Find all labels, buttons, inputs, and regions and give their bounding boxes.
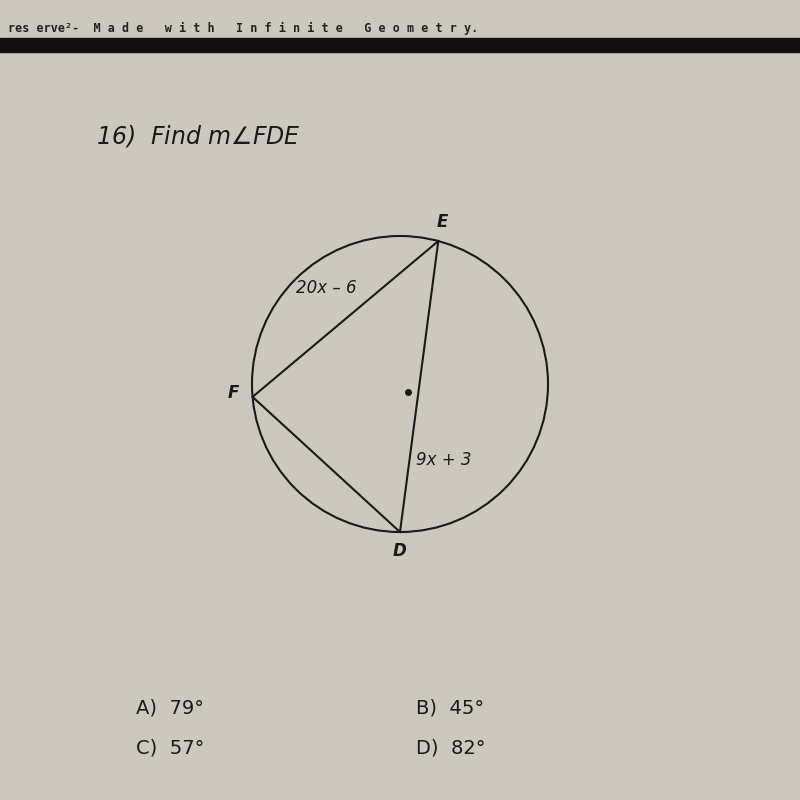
Text: A)  79°: A) 79° (136, 698, 204, 718)
Text: F: F (227, 384, 239, 402)
Text: D)  82°: D) 82° (416, 738, 486, 758)
Text: 20x – 6: 20x – 6 (296, 279, 357, 297)
Text: E: E (437, 214, 448, 231)
Text: D: D (393, 542, 407, 560)
Bar (0, 38, 800, 52)
Text: res erve²-  M a d e   w i t h   I n f i n i t e   G e o m e t r y.: res erve²- M a d e w i t h I n f i n i t… (8, 22, 478, 34)
Text: 9x + 3: 9x + 3 (416, 451, 471, 469)
Text: B)  45°: B) 45° (416, 698, 484, 718)
Text: C)  57°: C) 57° (136, 738, 204, 758)
Text: 16)  Find $m\angle FDE$: 16) Find $m\angle FDE$ (96, 123, 301, 149)
